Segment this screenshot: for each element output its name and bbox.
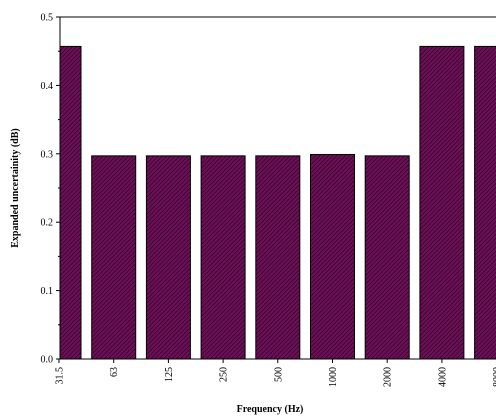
x-tick-label: 63	[109, 367, 120, 377]
y-tick-label: 0.2	[41, 218, 54, 229]
bar-8000	[474, 45, 496, 359]
y-axis-label: Expanded uncertainity (dB)	[10, 128, 21, 247]
x-axis-label: Frequency (Hz)	[237, 404, 304, 415]
bar-31.5	[60, 45, 82, 359]
bar-250	[200, 155, 246, 359]
y-tick-label: 0.1	[41, 286, 54, 297]
bar-2000	[364, 155, 410, 359]
x-tick-label: 4000	[437, 367, 448, 387]
x-tick-label: 500	[273, 367, 284, 382]
x-tick-label: 125	[164, 367, 175, 382]
bar-500	[255, 155, 301, 359]
bar-1000	[310, 153, 355, 359]
bars-group	[60, 45, 496, 359]
x-ticks-group: 31.5 63 125 250 500 1000 2000 4000 8000	[55, 359, 496, 387]
y-ticks-group: 0.0 0.1 0.2 0.3 0.4 0.5	[41, 13, 60, 366]
bar-4000	[419, 45, 465, 359]
x-tick-label: 2000	[383, 367, 394, 387]
x-tick-label: 250	[219, 367, 230, 382]
x-tick-label: 31.5	[55, 367, 66, 385]
bar-125	[145, 155, 191, 359]
y-tick-label: 0.3	[41, 149, 54, 160]
y-tick-label: 0.5	[41, 13, 54, 24]
bar-63	[91, 155, 137, 359]
y-tick-label: 0.4	[41, 81, 54, 92]
x-tick-label: 1000	[328, 367, 339, 387]
y-tick-label: 0.0	[41, 355, 54, 366]
x-tick-label: 8000	[492, 367, 496, 387]
